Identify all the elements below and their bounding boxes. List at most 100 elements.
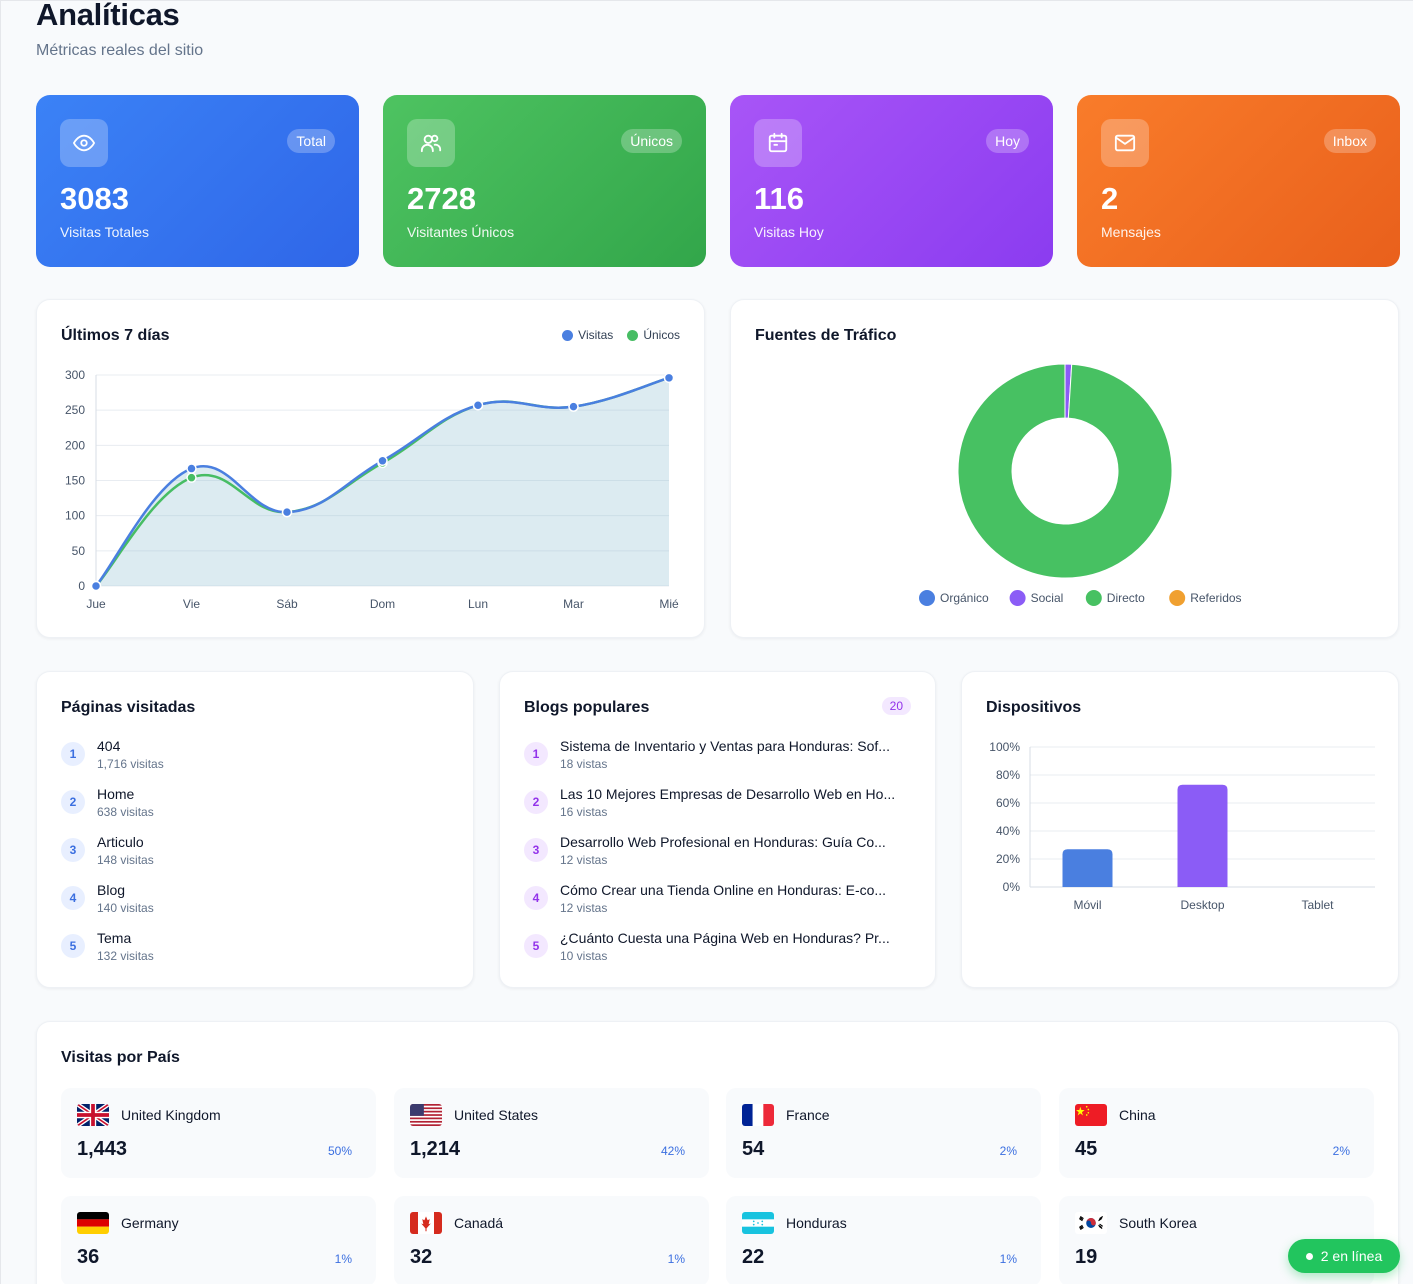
stat-value: 3083 <box>60 181 129 216</box>
page-name: 404 <box>97 738 121 754</box>
list-item[interactable]: 5 ¿Cuánto Cuesta una Página Web en Hondur… <box>524 930 911 978</box>
panel-title: Blogs populares <box>524 699 650 716</box>
y-tick-label: 0 <box>78 579 85 593</box>
data-point <box>281 506 293 518</box>
country-percent: 50% <box>327 1144 352 1158</box>
page-views: 1,716 visitas <box>97 757 164 771</box>
list-item[interactable]: 3 Desarrollo Web Profesional en Honduras:… <box>524 834 911 882</box>
flag-hn-icon <box>742 1212 774 1234</box>
mail-icon <box>1101 119 1149 167</box>
data-point <box>377 455 388 467</box>
country-card-ca[interactable]: Canadá 32 1% <box>394 1196 709 1284</box>
stat-card-today-visits: Hoy 116 Visitas Hoy <box>730 95 1053 267</box>
page-views: 140 visitas <box>97 901 154 915</box>
area-fill <box>96 377 669 586</box>
country-card-uk[interactable]: United Kingdom 1,443 50% <box>61 1088 376 1178</box>
panel-title: Dispositivos <box>986 699 1082 716</box>
country-percent: 1% <box>999 1252 1017 1266</box>
stat-label: Visitas Hoy <box>754 224 824 240</box>
data-point <box>663 372 675 384</box>
country-card-fr[interactable]: France 54 2% <box>726 1088 1041 1178</box>
legend-item[interactable]: Referidos <box>1169 590 1242 606</box>
legend-label: Únicos <box>643 328 680 342</box>
country-card-cn[interactable]: China 45 2% <box>1059 1088 1374 1178</box>
legend-item[interactable]: Social <box>1009 590 1064 606</box>
data-point <box>186 472 197 483</box>
y-tick-label: 100% <box>989 740 1020 754</box>
rank-badge: 5 <box>61 934 85 958</box>
stat-card-messages[interactable]: Inbox 2 Mensajes <box>1077 95 1400 267</box>
list-item[interactable]: 1 404 1,716 visitas <box>61 738 449 786</box>
list-item[interactable]: 2 Home 638 visitas <box>61 786 449 834</box>
devices-bar-chart: 0% 20% 40% 60% 80% 100% Móvil Desktop Tablet <box>989 740 1375 912</box>
online-users-badge[interactable]: 2 en línea <box>1288 1239 1400 1273</box>
y-tick-label: 20% <box>996 852 1020 866</box>
online-status-dot <box>1305 1252 1313 1260</box>
country-card-hn[interactable]: Honduras 22 1% <box>726 1196 1041 1284</box>
list-item[interactable]: 2 Las 10 Mejores Empresas de Desarrollo W… <box>524 786 911 834</box>
list-item[interactable]: 3 Articulo 148 visitas <box>61 834 449 882</box>
blog-views: 12 vistas <box>560 901 608 915</box>
rank-badge: 1 <box>524 742 548 766</box>
stat-value: 116 <box>754 181 805 216</box>
country-name: Honduras <box>786 1215 847 1231</box>
legend-item[interactable]: Orgánico <box>919 590 989 606</box>
stat-label: Visitantes Únicos <box>407 224 515 240</box>
countries-panel: Visitas por País United Kingdom 1,443 50… <box>36 1021 1399 1284</box>
legend-item[interactable]: Directo <box>1085 590 1145 606</box>
country-visits: 45 <box>1075 1138 1098 1160</box>
country-visits: 54 <box>742 1138 765 1160</box>
panel-title: Páginas visitadas <box>61 699 196 716</box>
popular-blogs-panel: Blogs populares 20 1 Sistema de Inventari… <box>499 671 936 988</box>
legend-dot <box>919 590 935 606</box>
stat-value: 2728 <box>407 181 476 216</box>
stat-badge: Hoy <box>986 129 1029 153</box>
x-tick-label: Vie <box>183 597 200 611</box>
flag-cn-icon <box>1075 1104 1107 1126</box>
list-item[interactable]: 1 Sistema de Inventario y Ventas para Hon… <box>524 738 911 786</box>
y-tick-label: 300 <box>65 368 85 382</box>
x-tick-label: Jue <box>86 597 106 611</box>
flag-fr-icon <box>742 1104 774 1126</box>
country-visits: 19 <box>1075 1246 1098 1268</box>
legend-dot <box>1169 590 1186 606</box>
stat-badge: Inbox <box>1323 129 1376 153</box>
y-tick-label: 40% <box>996 824 1020 838</box>
weekly-chart-panel: Últimos 7 días Visitas Únicos 0 50 100 150 2… <box>36 299 705 638</box>
list-item[interactable]: 4 Blog 140 visitas <box>61 882 449 930</box>
y-tick-label: 250 <box>65 403 85 417</box>
data-point <box>568 401 579 412</box>
list-item[interactable]: 5 Tema 132 visitas <box>61 930 449 978</box>
legend-item-visits[interactable]: Visitas <box>562 328 613 342</box>
country-percent: 2% <box>1332 1144 1350 1158</box>
country-percent: 2% <box>999 1144 1017 1158</box>
country-visits: 32 <box>410 1246 433 1268</box>
blog-count-badge: 20 <box>881 697 911 715</box>
y-tick-label: 200 <box>65 438 85 452</box>
flag-kr-icon <box>1075 1212 1107 1234</box>
page-name: Tema <box>97 930 132 946</box>
online-users-label: 2 en línea <box>1320 1248 1383 1264</box>
x-tick-label: Tablet <box>1301 898 1334 912</box>
data-point <box>186 463 197 474</box>
stat-badge: Total <box>287 129 335 153</box>
country-card-us[interactable]: United States 1,214 42% <box>394 1088 709 1178</box>
data-point <box>472 399 484 411</box>
traffic-sources-panel: Fuentes de Tráfico Orgánico Social Directo… <box>730 299 1399 638</box>
legend-item-unique[interactable]: Únicos <box>627 328 680 342</box>
page-name: Home <box>97 786 135 802</box>
country-percent: 42% <box>660 1144 685 1158</box>
blog-title: Cómo Crear una Tienda Online en Honduras… <box>560 882 887 898</box>
page-name: Articulo <box>97 834 144 850</box>
list-item[interactable]: 4 Cómo Crear una Tienda Online en Hondura… <box>524 882 911 930</box>
page-subtitle: Métricas reales del sitio <box>36 42 204 59</box>
legend-dot <box>562 329 574 341</box>
users-icon <box>407 119 455 167</box>
country-card-de[interactable]: Germany 36 1% <box>61 1196 376 1284</box>
data-point <box>90 580 102 592</box>
rank-badge: 1 <box>61 742 85 766</box>
bar <box>1062 849 1113 887</box>
rank-badge: 5 <box>524 934 548 958</box>
legend-dot <box>1009 590 1026 606</box>
stat-card-unique-visitors: Únicos 2728 Visitantes Únicos <box>383 95 706 267</box>
